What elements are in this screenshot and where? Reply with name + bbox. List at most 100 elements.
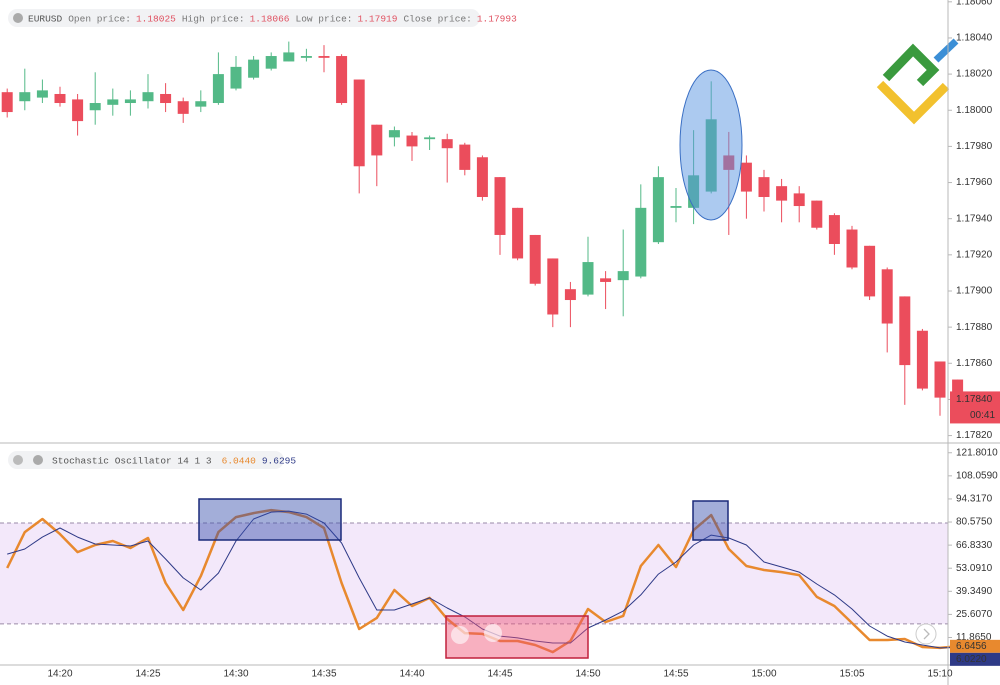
candle-body [529,234,541,284]
y-tick-label: 1.18020 [956,69,993,80]
overbought-box [692,500,729,541]
y-tick-label: 108.0590 [956,470,998,481]
candle-body [547,258,559,315]
candle-body [54,93,66,104]
y-tick-label: 1.18040 [956,33,993,44]
candle-body [212,74,224,104]
x-tick-label: 14:30 [223,669,248,680]
x-tick-label: 14:40 [399,669,424,680]
x-tick-label: 14:25 [135,669,160,680]
value-tag-label: 6.0220 [956,654,987,665]
candle-body [283,52,295,62]
candle-body [899,296,911,366]
x-tick-label: 14:50 [575,669,600,680]
candle-body [36,90,48,98]
y-tick-label: 94.3170 [956,494,993,505]
candle-body [758,177,770,198]
y-tick-label: 1.17960 [956,177,993,188]
candle-body [371,124,383,156]
header-label: Low price: [296,13,353,24]
candle-body [353,79,365,167]
x-tick-label: 14:35 [311,669,336,680]
symbol: EURUSD [28,13,63,24]
candle-body [494,177,506,235]
x-tick-label: 15:00 [751,669,776,680]
candle-body [476,157,488,198]
header-label: Open price: [68,13,131,24]
y-tick-label: 25.6070 [956,609,993,620]
y-tick-label: 11.8650 [956,632,992,643]
value-tag-label: 6.6456 [956,641,987,652]
candle-body [670,206,682,208]
candle-body [512,207,524,259]
candle-body [617,271,629,281]
candle-body [160,93,172,104]
candle-body [336,56,348,104]
header-value: 1.17993 [477,13,517,24]
marker-dot [451,626,469,644]
oscillator-line [6,508,958,654]
x-tick-label: 14:55 [663,669,688,680]
candle-body [424,137,436,140]
candle-body [793,193,805,207]
value-tag [950,652,1000,666]
candle-body [124,99,136,104]
logo [876,38,959,125]
candle-body [406,135,418,147]
candle-body [864,245,876,297]
candle-body [811,200,823,228]
y-tick-label: 1.17940 [956,213,993,224]
oscillator-header: Stochastic Oscillator 14 1 3 6.0440 9.6295 [52,455,296,466]
y-tick-label: 1.17900 [956,286,993,297]
y-tick-label: 80.5750 [956,517,993,528]
x-tick-label: 14:45 [487,669,512,680]
y-tick-label: 53.0910 [956,563,993,574]
indicator-name: Stochastic Oscillator 14 1 3 [52,455,212,466]
candle-body [740,162,752,192]
scroll-arrow [923,628,930,640]
candle-body [265,56,277,69]
header-value: 1.17919 [358,13,398,24]
y-tick-label: 1.17820 [956,430,993,441]
candle-body [195,101,207,107]
candle-body [846,229,858,268]
price-header: EURUSD Open price: 1.18025 High price: 1.180… [28,13,517,24]
y-tick-label: 39.3490 [956,586,993,597]
candle-body [89,103,101,111]
candle-body [107,99,119,105]
x-tick-label: 15:10 [927,669,952,680]
candle-body [459,144,471,170]
candle-body [230,66,242,89]
oscillator-pill [8,451,284,469]
y-tick-label: 121.8010 [956,447,998,458]
candle-body [248,59,260,78]
header-value: 1.18066 [250,13,290,24]
candle-body [1,92,13,113]
candle-body [19,92,31,102]
candle-body [177,101,189,114]
x-tick-label: 15:05 [839,669,864,680]
y-tick-label: 1.17860 [956,358,993,369]
candle-body [300,56,312,58]
scroll-button[interactable] [915,623,937,645]
candle-body [828,215,840,244]
settings-icon[interactable] [13,13,23,23]
y-tick-label: 1.17880 [956,322,993,333]
candle-body [952,379,964,400]
header-pill [8,9,480,27]
close-icon[interactable] [13,455,23,465]
y-tick-label: 66.8330 [956,540,993,551]
highlight-ellipse [679,69,743,221]
y-tick-label: 1.18060 [956,0,993,7]
candle-body [564,289,576,301]
candle-body [881,269,893,324]
candle-body [916,330,928,389]
header-value: 1.18025 [136,13,176,24]
settings-icon[interactable] [33,455,43,465]
overbought-box [198,498,342,541]
marker-dot [484,624,502,642]
oscillator-line [7,510,958,649]
oversold-box [445,615,589,659]
candle-body [635,207,647,277]
